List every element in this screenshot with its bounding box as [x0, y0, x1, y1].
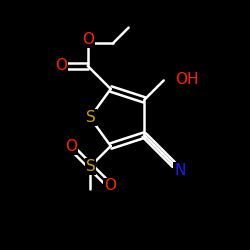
Text: S: S — [86, 110, 96, 125]
Text: N: N — [174, 163, 186, 178]
Text: S: S — [86, 159, 95, 174]
Text: O: O — [82, 32, 94, 47]
Text: O: O — [65, 139, 77, 154]
Text: O: O — [104, 178, 116, 194]
Text: O: O — [56, 58, 68, 74]
Text: S: S — [86, 159, 95, 174]
Text: S: S — [86, 110, 96, 125]
Text: O: O — [82, 32, 94, 47]
Text: OH: OH — [175, 72, 199, 87]
Text: O: O — [104, 178, 116, 194]
Text: O: O — [65, 139, 77, 154]
Text: OH: OH — [175, 72, 199, 87]
Text: O: O — [56, 58, 68, 74]
Text: N: N — [174, 163, 186, 178]
